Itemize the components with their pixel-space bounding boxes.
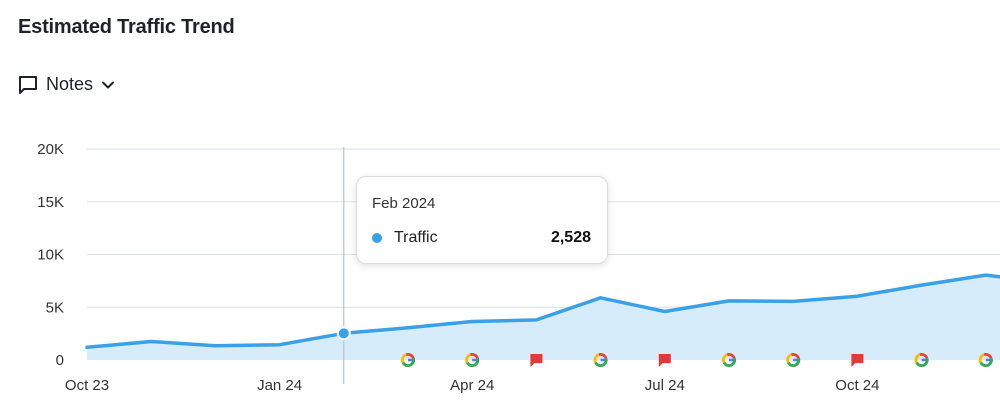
y-tick-label: 10K <box>37 247 64 264</box>
flag-note-icon <box>851 354 864 367</box>
x-tick-label: Jul 24 <box>645 377 685 394</box>
google-update-icon <box>401 353 415 367</box>
google-update-icon <box>978 353 993 367</box>
flag-note-icon <box>530 354 543 367</box>
chevron-down-icon <box>102 81 115 88</box>
comment-icon <box>19 75 37 94</box>
notes-dropdown-button[interactable]: Notes <box>18 74 115 95</box>
x-tick-label: Jan 24 <box>257 377 302 394</box>
google-update-icon <box>786 353 801 367</box>
tooltip-value: 2,528 <box>550 229 591 246</box>
x-tick-label: Apr 24 <box>450 377 494 394</box>
google-update-icon <box>593 353 608 367</box>
google-update-icon <box>722 353 736 367</box>
highlighted-point <box>336 326 351 341</box>
notes-label: Notes <box>46 74 94 94</box>
x-tick-label: Oct 23 <box>65 377 109 394</box>
y-tick-label: 0 <box>56 352 64 369</box>
series-color-dot <box>372 233 382 243</box>
chart-title: Estimated Traffic Trend <box>18 16 235 38</box>
x-tick-label: Oct 24 <box>835 377 879 394</box>
tooltip-date: Feb 2024 <box>372 195 436 212</box>
tooltip-series-label: Traffic <box>394 229 438 246</box>
y-tick-label: 5K <box>46 299 64 316</box>
y-tick-label: 20K <box>37 141 64 158</box>
y-tick-label: 15K <box>37 194 64 211</box>
traffic-line <box>85 273 1000 350</box>
google-update-icon <box>465 353 480 367</box>
google-update-icon <box>914 353 929 367</box>
chart-tooltip: Feb 2024 Traffic 2,528 <box>356 176 608 264</box>
flag-note-icon <box>658 354 671 367</box>
tooltip-row: Traffic 2,528 <box>372 229 591 247</box>
